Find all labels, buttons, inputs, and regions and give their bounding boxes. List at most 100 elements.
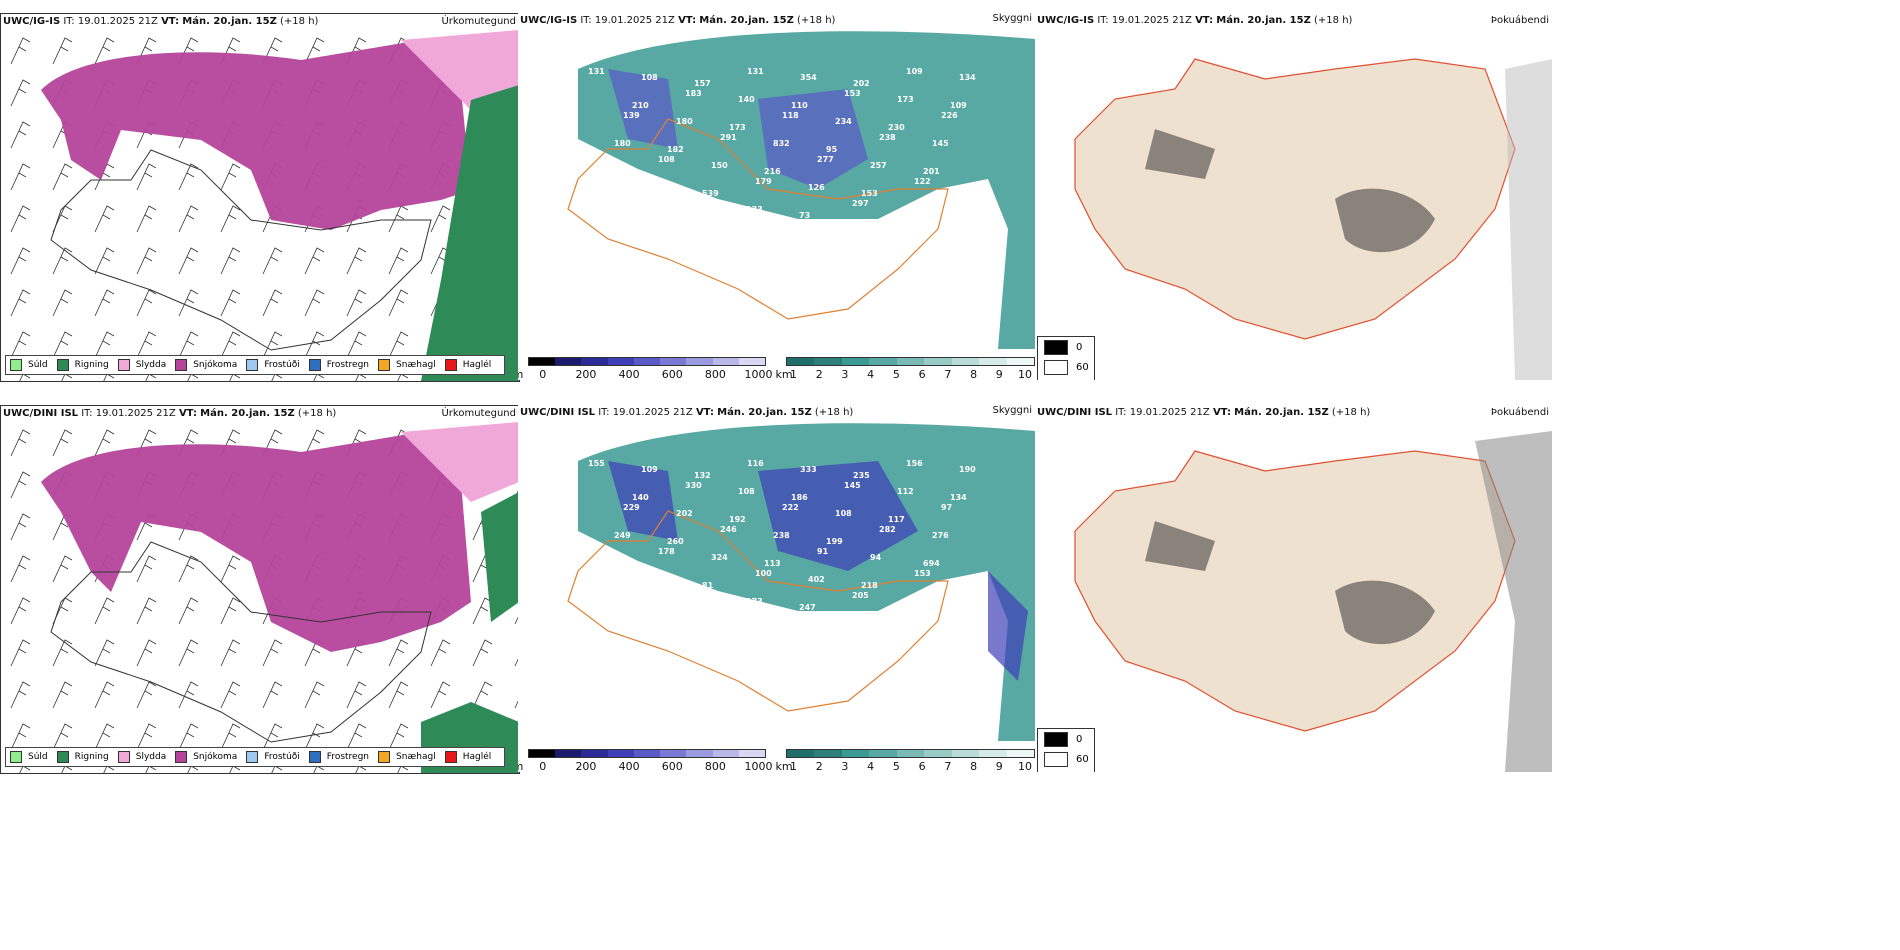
cloudbase-label: 277 <box>817 155 834 164</box>
legend-item: Snæhagl <box>378 751 436 763</box>
panel-title: UWC/IG-IS IT: 19.01.2025 21Z VT: Mán. 20… <box>520 15 836 26</box>
cloudbase-label: 201 <box>923 167 940 176</box>
cloudbase-label: 73 <box>631 613 642 622</box>
cloudbase-label: 147 <box>967 183 984 192</box>
cloudbase-label: 230 <box>888 123 905 132</box>
cloudbase-label: 95 <box>826 145 838 154</box>
colorbar-tick: 4 <box>867 368 875 380</box>
cloudbase-label: 108 <box>658 155 675 164</box>
legend-item: Frostúði <box>246 359 300 371</box>
cloudbase-label: 238 <box>879 133 896 142</box>
colorbar-tick: 200 <box>575 760 597 772</box>
cloudbase-label: 163 <box>905 205 922 214</box>
legend-item: Haglél <box>444 359 491 371</box>
legend-item: Frostúði <box>246 751 300 763</box>
cloudbase-label: 186 <box>791 493 808 502</box>
fog-map <box>1074 431 1552 772</box>
cloudbase-label: 210 <box>632 101 649 110</box>
cloudbase-label: 539 <box>702 189 719 198</box>
panel-product: Þokuábendi <box>1490 407 1549 418</box>
cloudbase-label: 91 <box>817 547 829 556</box>
legend-item: Snæhagl <box>378 359 436 371</box>
legend-item: Slydda <box>117 751 166 763</box>
cloudbase-label: 183 <box>685 89 702 98</box>
cloudbase-label: 72 <box>790 613 801 622</box>
cloudbase-label: 246 <box>720 525 737 534</box>
colorbar-tick: 3 <box>841 760 849 772</box>
legend-item: Rigning <box>56 359 109 371</box>
cloudbase-label: 479 <box>649 183 666 192</box>
colorbar-tick: 800 <box>704 760 726 772</box>
cloudbase-label: 126 <box>808 183 825 192</box>
cloudbase-label: 333 <box>800 465 817 474</box>
panel-title: UWC/IG-IS IT: 19.01.2025 21Z VT: Mán. 20… <box>3 16 319 27</box>
precip-map <box>1 30 519 381</box>
cloudbase-label: 156 <box>906 459 923 468</box>
legend-item: Súld <box>10 359 48 371</box>
precip-map <box>1 422 519 773</box>
cloudbase-label: 134 <box>950 493 967 502</box>
cloudbase-label: 65 <box>843 619 855 628</box>
cloudbase-label: 354 <box>800 73 817 82</box>
colorbar-tick: 400 <box>618 760 640 772</box>
cloudbase-label: 108 <box>835 509 852 518</box>
cloudbase-label: 152 <box>896 625 913 634</box>
cloudbase-label: 202 <box>676 509 693 518</box>
precip-legend: Súld Rigning Slydda Snjókoma Frostúði Fr… <box>5 355 506 375</box>
cloudbase-label: 10 <box>631 221 643 230</box>
cloudbase-label: 180 <box>614 139 631 148</box>
cloudbase-label: 257 <box>870 161 887 170</box>
fog-panel-1: UWC/IG-IS IT: 19.01.2025 21Z VT: Mán. 20… <box>1035 13 1552 380</box>
cloud-panel-1: UWC/IG-IS IT: 19.01.2025 21Z VT: Mán. 20… <box>518 13 1035 380</box>
cloud-map: 131 108 157 131 354 202 109 134 210 183 140 110 153 1… <box>567 31 1035 349</box>
colorbar-tick: 8 <box>970 368 978 380</box>
colorbar-tick: 5 <box>892 760 900 772</box>
colorbar-tick: 0 <box>539 760 547 772</box>
cloudbase-label: 121 <box>649 575 666 584</box>
cloudbase-label: 133 <box>693 591 710 600</box>
cloudbase-label: 247 <box>799 603 816 612</box>
colorbar-tick: 1000 <box>744 760 773 772</box>
cloudbase-label: 178 <box>658 547 675 556</box>
legend-item: Súld <box>10 751 48 763</box>
colorbar-tick: 200 <box>575 368 597 380</box>
cloudbase-label: 179 <box>755 177 772 186</box>
cloudbase-label: 276 <box>932 531 949 540</box>
cloudbase-label: 73 <box>799 211 810 220</box>
cloudbase-label: 123 <box>684 227 701 236</box>
cloudbase-label: 150 <box>711 161 728 170</box>
cloudbase-label: 205 <box>852 591 869 600</box>
cloudbase-label: 282 <box>879 525 896 534</box>
cloudbase-label: 216 <box>764 167 781 176</box>
precip-panel-2: UWC/DINI ISL IT: 19.01.2025 21Z VT: Mán.… <box>0 405 520 774</box>
cloudbase-label: 109 <box>906 67 923 76</box>
cloudbase-label: 139 <box>623 111 640 120</box>
colorbar-tick: 10 <box>1018 760 1033 772</box>
cloudbase-label: 132 <box>694 471 711 480</box>
cloudbase-label: 238 <box>773 531 790 540</box>
cloudbase-label: 291 <box>720 133 737 142</box>
colorbar-tick: 10 <box>1018 368 1033 380</box>
colorbar-tick: 3 <box>841 368 849 380</box>
cloudbase-label: 199 <box>826 537 843 546</box>
fog-map <box>1074 58 1552 380</box>
cloudbase-label: 116 <box>747 459 764 468</box>
colorbar-tick: 600 <box>661 368 683 380</box>
colorbar-tick: 800 <box>704 368 726 380</box>
cloudbase-label: 229 <box>623 503 640 512</box>
cloudbase-label: 180 <box>676 117 693 126</box>
cloudbase-label: 402 <box>808 575 825 584</box>
legend-item: Rigning <box>56 751 109 763</box>
cloudbase-label: 235 <box>853 471 870 480</box>
cloudbase-label: 348 <box>905 597 922 606</box>
cloudbase-label: 694 <box>923 559 940 568</box>
panel-title: UWC/DINI ISL IT: 19.01.2025 21Z VT: Mán.… <box>520 407 854 418</box>
panel-title: UWC/DINI ISL IT: 19.01.2025 21Z VT: Mán.… <box>1037 407 1371 418</box>
colorbar-tick: 2 <box>815 760 823 772</box>
cloudbase-label: 234 <box>835 117 852 126</box>
legend-item: Haglél <box>444 751 491 763</box>
legend-item: Slydda <box>117 359 166 371</box>
cloudbase-label: 81 <box>702 581 714 590</box>
cloudbase-label: 223 <box>596 177 613 186</box>
panel-title: UWC/IG-IS IT: 19.01.2025 21Z VT: Mán. 20… <box>1037 15 1353 26</box>
